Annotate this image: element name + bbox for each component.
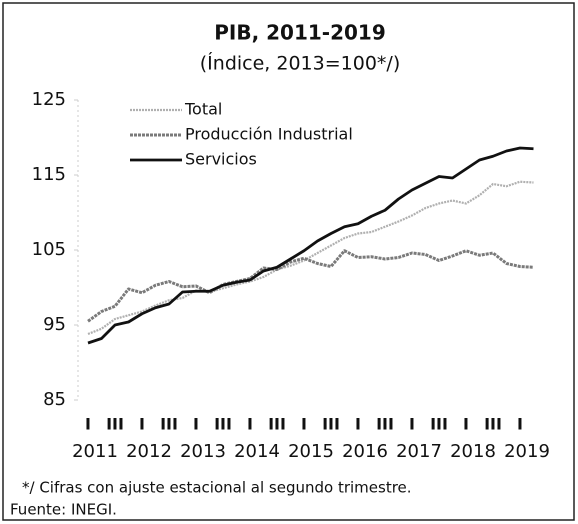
x-tick-label: I bbox=[517, 415, 523, 434]
x-tick-label: III bbox=[268, 415, 286, 434]
x-tick-label: III bbox=[214, 415, 232, 434]
x-tick-label: III bbox=[106, 415, 124, 434]
legend-label: Producción Industrial bbox=[185, 125, 353, 144]
x-tick-label: III bbox=[430, 415, 448, 434]
year-label: 2016 bbox=[342, 441, 388, 462]
y-tick-label: 95 bbox=[43, 314, 66, 335]
y-tick-label: 105 bbox=[32, 239, 66, 260]
series-line bbox=[87, 180, 534, 336]
x-tick-label: III bbox=[160, 415, 178, 434]
year-label: 2012 bbox=[126, 441, 172, 462]
y-tick-label: 85 bbox=[43, 389, 66, 410]
y-tick-label: 125 bbox=[32, 89, 66, 110]
year-label: 2018 bbox=[450, 441, 496, 462]
note: */ Cifras con ajuste estacional al segun… bbox=[22, 479, 412, 497]
year-label: 2011 bbox=[72, 441, 118, 462]
x-tick-label: I bbox=[247, 415, 253, 434]
x-tick-label: III bbox=[376, 415, 394, 434]
year-label: 2013 bbox=[180, 441, 226, 462]
x-tick-label: III bbox=[484, 415, 502, 434]
x-tick-label: I bbox=[355, 415, 361, 434]
x-tick-label: I bbox=[463, 415, 469, 434]
x-tick-label: I bbox=[139, 415, 145, 434]
x-tick-label: I bbox=[193, 415, 199, 434]
y-tick-label: 115 bbox=[32, 164, 66, 185]
x-tick-label: I bbox=[301, 415, 307, 434]
year-label: 2015 bbox=[288, 441, 334, 462]
x-tick-label: I bbox=[85, 415, 91, 434]
x-tick-label: III bbox=[322, 415, 340, 434]
series-line bbox=[87, 146, 534, 345]
year-label: 2014 bbox=[234, 441, 280, 462]
year-label: 2019 bbox=[504, 441, 550, 462]
chart-subtitle: (Índice, 2013=100*/) bbox=[200, 52, 400, 75]
chart-title: PIB, 2011-2019 bbox=[214, 21, 386, 45]
series-line bbox=[87, 249, 534, 323]
legend-label: Total bbox=[184, 100, 222, 119]
note: Fuente: INEGI. bbox=[10, 501, 117, 519]
x-tick-label: I bbox=[409, 415, 415, 434]
legend-label: Servicios bbox=[185, 150, 257, 169]
year-label: 2017 bbox=[396, 441, 442, 462]
